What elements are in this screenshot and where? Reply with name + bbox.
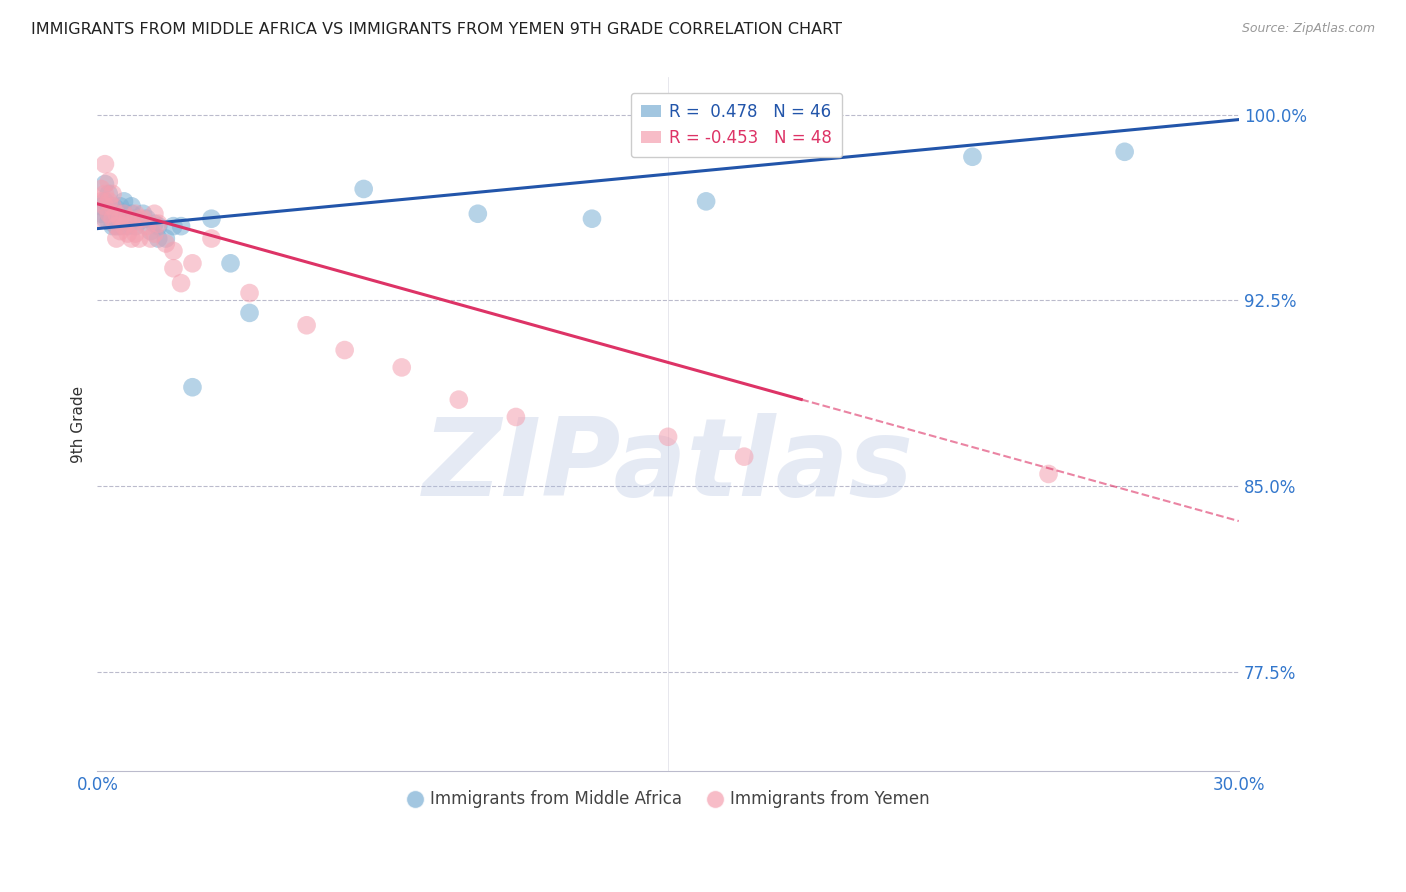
Point <box>97 186 120 201</box>
Point <box>97 175 120 189</box>
Point <box>143 217 166 231</box>
Point <box>112 207 135 221</box>
Point <box>132 207 155 221</box>
Point <box>121 199 143 213</box>
Point <box>219 256 242 270</box>
Point <box>117 227 139 241</box>
Text: IMMIGRANTS FROM MIDDLE AFRICA VS IMMIGRANTS FROM YEMEN 9TH GRADE CORRELATION CHA: IMMIGRANTS FROM MIDDLE AFRICA VS IMMIGRA… <box>31 22 842 37</box>
Point <box>162 261 184 276</box>
Point <box>238 306 260 320</box>
Point <box>467 207 489 221</box>
Point <box>733 450 755 464</box>
Point <box>101 219 124 234</box>
Point <box>353 182 375 196</box>
Point <box>90 199 112 213</box>
Point <box>139 224 162 238</box>
Point <box>97 207 120 221</box>
Point <box>162 219 184 234</box>
Point <box>132 211 155 226</box>
Point <box>108 199 131 213</box>
Point <box>139 231 162 245</box>
Point <box>90 194 112 209</box>
Point <box>101 199 124 213</box>
Point <box>101 207 124 221</box>
Text: Source: ZipAtlas.com: Source: ZipAtlas.com <box>1241 22 1375 36</box>
Point <box>657 430 679 444</box>
Point <box>108 211 131 226</box>
Point <box>155 236 177 251</box>
Point <box>97 207 120 221</box>
Point <box>94 157 117 171</box>
Point <box>124 219 146 234</box>
Point <box>105 211 128 226</box>
Point <box>128 211 150 226</box>
Point <box>94 177 117 191</box>
Point <box>238 286 260 301</box>
Point <box>148 219 170 234</box>
Point <box>333 343 356 357</box>
Point <box>108 211 131 226</box>
Point <box>124 211 146 226</box>
Point <box>962 150 984 164</box>
Point <box>170 276 193 290</box>
Point <box>200 231 222 245</box>
Point <box>117 219 139 234</box>
Point <box>108 224 131 238</box>
Point <box>1038 467 1060 481</box>
Point <box>128 214 150 228</box>
Point <box>200 211 222 226</box>
Y-axis label: 9th Grade: 9th Grade <box>72 386 86 463</box>
Point <box>135 219 157 234</box>
Point <box>105 202 128 216</box>
Point <box>94 194 117 209</box>
Point <box>112 194 135 209</box>
Point <box>148 231 170 245</box>
Point <box>101 186 124 201</box>
Point <box>505 409 527 424</box>
Point <box>94 199 117 213</box>
Point <box>1114 145 1136 159</box>
Point <box>128 231 150 245</box>
Point <box>112 219 135 234</box>
Point <box>155 231 177 245</box>
Point <box>112 214 135 228</box>
Point <box>695 194 717 209</box>
Point <box>108 219 131 234</box>
Point <box>101 199 124 213</box>
Point <box>117 211 139 226</box>
Point <box>162 244 184 258</box>
Point <box>135 211 157 226</box>
Point <box>105 219 128 234</box>
Point <box>121 231 143 245</box>
Point <box>94 186 117 201</box>
Point <box>117 211 139 226</box>
Point <box>97 194 120 209</box>
Point <box>94 211 117 226</box>
Point <box>112 207 135 221</box>
Point <box>447 392 470 407</box>
Point <box>391 360 413 375</box>
Point <box>90 182 112 196</box>
Point <box>124 227 146 241</box>
Text: ZIPatlas: ZIPatlas <box>422 413 914 519</box>
Point <box>181 380 204 394</box>
Point <box>143 207 166 221</box>
Point <box>105 207 128 221</box>
Point <box>105 219 128 234</box>
Point <box>181 256 204 270</box>
Point <box>121 207 143 221</box>
Point <box>295 318 318 333</box>
Point <box>97 214 120 228</box>
Point <box>143 227 166 241</box>
Point <box>105 231 128 245</box>
Point <box>101 211 124 226</box>
Point <box>90 211 112 226</box>
Point <box>148 217 170 231</box>
Point <box>581 211 603 226</box>
Point <box>124 207 146 221</box>
Point <box>121 217 143 231</box>
Point <box>170 219 193 234</box>
Legend: Immigrants from Middle Africa, Immigrants from Yemen: Immigrants from Middle Africa, Immigrant… <box>399 784 936 815</box>
Point <box>90 207 112 221</box>
